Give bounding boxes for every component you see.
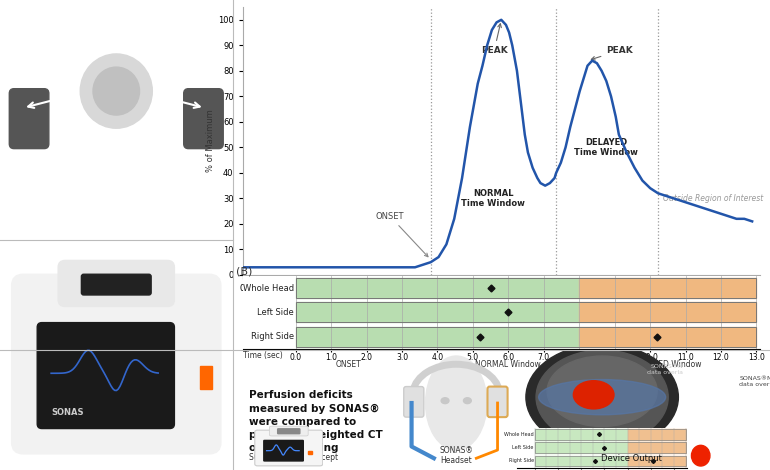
Circle shape (93, 67, 139, 115)
Bar (535, 456, 685, 466)
Text: (B): (B) (236, 267, 253, 277)
X-axis label: Duration - Seconds: Duration - Seconds (454, 296, 548, 306)
Text: PEAK: PEAK (591, 46, 633, 60)
FancyBboxPatch shape (37, 322, 175, 429)
FancyBboxPatch shape (9, 89, 49, 149)
Circle shape (574, 381, 614, 409)
Bar (535, 456, 628, 466)
Bar (308, 451, 313, 454)
Text: Perfusion deficits
measured by SONAS®
were compared to
perfusion-weighted CT
or : Perfusion deficits measured by SONAS® we… (249, 390, 383, 453)
Text: SONAS®N
data overla: SONAS®N data overla (648, 364, 684, 375)
Ellipse shape (539, 380, 665, 415)
Bar (296, 278, 756, 298)
Ellipse shape (441, 398, 449, 404)
Ellipse shape (526, 344, 678, 450)
Ellipse shape (464, 398, 471, 404)
FancyBboxPatch shape (59, 260, 174, 306)
Text: SONAS®N
data overla: SONAS®N data overla (739, 376, 770, 387)
Bar (296, 278, 579, 298)
Text: ONSET: ONSET (336, 360, 362, 368)
Ellipse shape (426, 356, 487, 450)
Text: NORMAL Window: NORMAL Window (476, 360, 541, 368)
FancyBboxPatch shape (487, 386, 507, 417)
Text: Left Side: Left Side (512, 445, 534, 450)
Text: Time (sec): Time (sec) (243, 351, 283, 360)
Bar (628, 429, 685, 439)
Text: Whole Head: Whole Head (243, 283, 294, 292)
Bar (296, 327, 756, 346)
Text: Device Output: Device Output (601, 454, 662, 463)
FancyBboxPatch shape (12, 274, 221, 454)
Text: P: P (577, 439, 583, 448)
Circle shape (691, 446, 710, 466)
Text: SONAS: SONAS (51, 408, 84, 417)
Bar (579, 327, 756, 346)
FancyBboxPatch shape (270, 426, 308, 436)
FancyBboxPatch shape (403, 386, 424, 417)
Text: SONAS Design Concept: SONAS Design Concept (249, 453, 338, 462)
Text: SONAS®
Headset: SONAS® Headset (440, 446, 473, 465)
Bar (200, 367, 212, 389)
Text: Right Side: Right Side (508, 459, 534, 463)
Bar (535, 442, 685, 453)
Text: Left Side: Left Side (257, 308, 294, 317)
Text: DELAYED Window: DELAYED Window (634, 360, 701, 368)
Bar (296, 327, 579, 346)
Bar (296, 302, 756, 322)
Text: NORMAL
Time Window: NORMAL Time Window (461, 189, 525, 208)
FancyBboxPatch shape (184, 89, 223, 149)
Bar (579, 278, 756, 298)
FancyBboxPatch shape (278, 429, 300, 434)
Ellipse shape (547, 356, 658, 427)
FancyBboxPatch shape (255, 430, 323, 466)
FancyBboxPatch shape (264, 440, 303, 461)
FancyBboxPatch shape (82, 274, 151, 295)
Text: DELAYED
Time Window: DELAYED Time Window (574, 138, 638, 157)
Bar (628, 456, 685, 466)
Text: ONSET: ONSET (376, 212, 428, 257)
Bar (535, 429, 628, 439)
Circle shape (80, 54, 152, 128)
Text: Right Side: Right Side (251, 332, 294, 341)
Ellipse shape (536, 350, 668, 444)
Bar (535, 442, 628, 453)
Text: PEAK: PEAK (481, 24, 507, 55)
Text: Whole Head: Whole Head (504, 432, 534, 437)
Y-axis label: % of Maximum: % of Maximum (206, 110, 215, 172)
Bar (579, 302, 756, 322)
Bar (296, 302, 579, 322)
Bar (535, 429, 685, 439)
Bar (628, 442, 685, 453)
Text: Outside Region of Interest: Outside Region of Interest (663, 194, 763, 203)
